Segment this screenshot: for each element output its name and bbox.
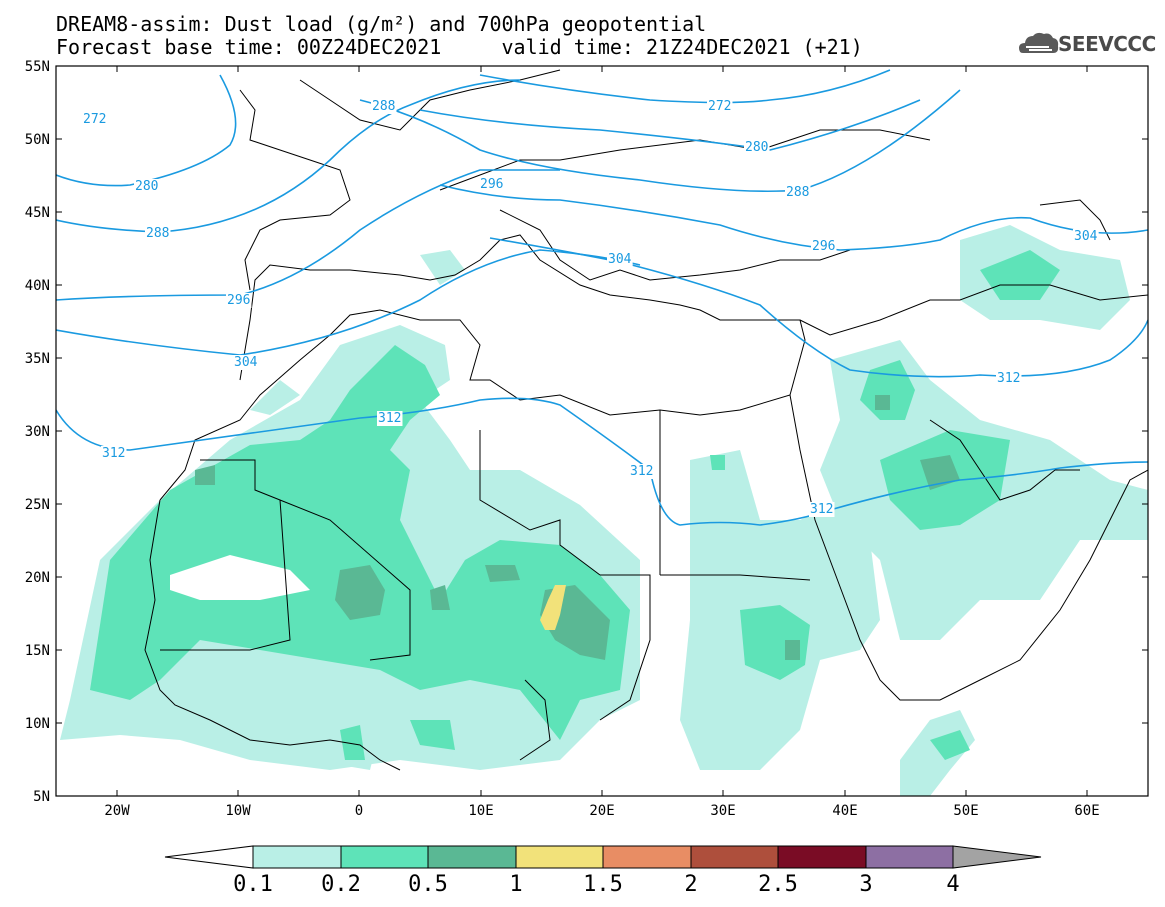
contour-label-bg — [233, 355, 259, 370]
lon-label: 30E — [710, 803, 735, 819]
contour-label: 296 — [227, 293, 250, 308]
map-title: DREAM8-assim: Dust load (g/m²) and 700hP… — [56, 12, 707, 36]
colorbar-tick-label: 1 — [509, 872, 522, 897]
lon-label: 50E — [953, 803, 978, 819]
contour-label-bg — [371, 99, 397, 114]
longitude-labels: 20W 10W 0 10E 20E 30E 40E 50E 60E — [104, 803, 1099, 819]
colorbar-tick-label: 0.2 — [321, 872, 361, 897]
seevccc-cloud-logo-icon — [1019, 32, 1059, 53]
lat-label: 25N — [25, 497, 50, 513]
lat-label: 30N — [25, 424, 50, 440]
colorbar-segment — [252, 845, 342, 869]
colorbar-segment — [865, 845, 954, 869]
colorbar-tick-label: 0.1 — [233, 872, 273, 897]
lat-label: 45N — [25, 205, 50, 221]
lon-label: 0 — [355, 803, 363, 819]
contour-label-bg — [744, 140, 770, 155]
contour-label: 288 — [372, 99, 395, 114]
contour-label: 304 — [234, 355, 258, 370]
contour-label: 288 — [786, 185, 809, 200]
logo-text: SEEVCCC — [1058, 32, 1156, 56]
colorbar-segment — [427, 845, 517, 869]
colorbar-tick-label: 1.5 — [583, 872, 623, 897]
contour-label: 312 — [810, 502, 833, 517]
lon-label: 10E — [468, 803, 493, 819]
contour-label: 280 — [745, 140, 768, 155]
forecast-time-line: Forecast base time: 00Z24DEC2021 valid t… — [56, 35, 863, 59]
colorbar-segment — [515, 845, 604, 869]
contour-label-bg — [707, 99, 733, 114]
lat-label: 40N — [25, 278, 50, 294]
lat-label: 35N — [25, 351, 50, 367]
geopotential-contours — [56, 69, 1148, 526]
contour-label: 312 — [630, 464, 653, 479]
contour-label-bg — [996, 371, 1022, 386]
contour-label: 272 — [708, 99, 731, 114]
colorbar: 0.1 0.2 0.5 1 1.5 2 2.5 3 4 — [164, 845, 1042, 897]
lon-label: 20W — [104, 803, 130, 819]
contour-label: 288 — [146, 226, 169, 241]
lon-label: 20E — [589, 803, 614, 819]
lon-label: 40E — [832, 803, 857, 819]
lat-label: 55N — [25, 59, 50, 75]
contour-label-bg — [145, 226, 171, 241]
contour-label-bg — [479, 177, 505, 192]
contour-label-bg — [101, 446, 127, 461]
lat-label: 5N — [33, 789, 50, 805]
colorbar-segment — [602, 845, 692, 869]
lon-label: 60E — [1074, 803, 1099, 819]
colorbar-under-triangle — [164, 845, 254, 869]
lat-label: 50N — [25, 132, 50, 148]
contour-label: 280 — [135, 179, 158, 194]
contour-label-bg — [811, 239, 837, 254]
lat-label: 20N — [25, 570, 50, 586]
contour-label-bg — [134, 179, 160, 194]
contour-label: 296 — [812, 239, 835, 254]
colorbar-segment — [340, 845, 429, 869]
contour-label: 312 — [378, 411, 401, 426]
lon-label: 10W — [225, 803, 251, 819]
contour-label-bg — [82, 112, 108, 127]
contour-label-bg — [629, 464, 655, 479]
contour-label: 296 — [480, 177, 503, 192]
latitude-labels: 55N 50N 45N 40N 35N 30N 25N 20N 15N 10N … — [25, 59, 50, 805]
colorbar-tick-label: 4 — [946, 872, 959, 897]
lat-label: 15N — [25, 643, 50, 659]
colorbar-tick-label: 0.5 — [408, 872, 448, 897]
lat-label: 10N — [25, 716, 50, 732]
contour-label-bg — [785, 185, 811, 200]
colorbar-segment — [690, 845, 779, 869]
contour-label-bg — [809, 502, 835, 517]
colorbar-tick-label: 2.5 — [758, 872, 798, 897]
dust-load-fields — [60, 225, 1148, 796]
contour-label-bg — [1073, 229, 1099, 244]
contour-label: 304 — [1074, 229, 1098, 244]
contour-label-bg — [377, 411, 403, 426]
colorbar-over-triangle — [952, 845, 1042, 869]
contour-label-bg — [607, 252, 633, 267]
axis-ticks — [56, 65, 1148, 796]
contour-label: 312 — [997, 371, 1020, 386]
contour-label: 312 — [102, 446, 125, 461]
coastlines — [144, 69, 1148, 771]
colorbar-segment — [777, 845, 867, 869]
contour-label-bg — [226, 293, 252, 308]
contour-label: 304 — [608, 252, 632, 267]
colorbar-tick-label: 3 — [859, 872, 872, 897]
contour-labels: 272 288 272 280 280 288 296 288 296 296 … — [82, 99, 1099, 517]
colorbar-tick-label: 2 — [684, 872, 697, 897]
contour-label: 272 — [83, 112, 106, 127]
